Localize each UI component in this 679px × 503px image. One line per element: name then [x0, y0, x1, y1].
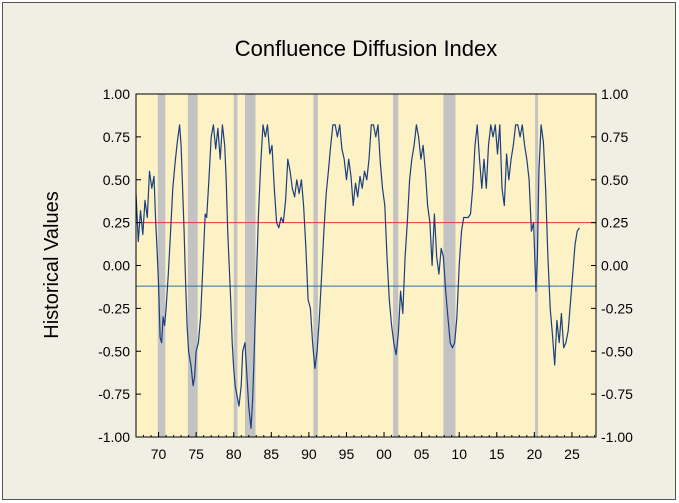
recession-band: [187, 94, 198, 437]
y-tick-label-left: 0.00: [103, 258, 130, 274]
x-tick-label: 95: [339, 446, 355, 462]
x-tick-label: 15: [489, 446, 505, 462]
x-tick-label: 10: [451, 446, 467, 462]
reference-lines: [136, 222, 596, 287]
y-tick-label-right: 1.00: [601, 86, 628, 102]
y-tick-label-right: -1.00: [601, 429, 633, 445]
x-tick-label: 25: [564, 446, 580, 462]
chart-title: Confluence Diffusion Index: [235, 36, 498, 61]
y-tick-label-right: 0.25: [601, 215, 628, 231]
series-line: [135, 124, 580, 429]
y-tick-label-left: 1.00: [103, 86, 130, 102]
recession-band: [313, 94, 318, 437]
y-tick-label-left: 0.25: [103, 215, 130, 231]
recession-band: [443, 94, 456, 437]
recession-band: [233, 94, 238, 437]
axis-ticks: 1.00 1.00 0.75 0.75 0.50 0.50 0.25 0.25 0.00 0.00…: [98, 86, 633, 462]
plot-area: [136, 94, 596, 437]
y-tick-label-right: 0.75: [601, 129, 628, 145]
y-tick-label-right: -0.50: [601, 343, 633, 359]
recession-band: [244, 94, 256, 437]
y-axis-label: Historical Values: [41, 191, 63, 338]
x-tick-label: 00: [376, 446, 392, 462]
x-tick-label: 05: [414, 446, 430, 462]
recession-band: [157, 94, 166, 437]
y-tick-label-right: 0.00: [601, 258, 628, 274]
recession-bands: [157, 94, 539, 437]
x-tick-label: 70: [151, 446, 167, 462]
x-tick-label: 75: [188, 446, 204, 462]
y-tick-label-left: -0.50: [98, 343, 130, 359]
y-tick-label-right: -0.75: [601, 386, 633, 402]
recession-band: [393, 94, 399, 437]
y-tick-label-right: -0.25: [601, 300, 633, 316]
x-tick-label: 90: [301, 446, 317, 462]
y-tick-label-left: -0.25: [98, 300, 130, 316]
y-tick-label-right: 0.50: [601, 172, 628, 188]
x-tick-label: 80: [226, 446, 242, 462]
y-tick-label-left: 0.50: [103, 172, 130, 188]
y-tick-label-left: -0.75: [98, 386, 130, 402]
x-tick-label: 20: [527, 446, 543, 462]
x-tick-label: 85: [264, 446, 280, 462]
y-tick-label-left: -1.00: [98, 429, 130, 445]
y-tick-label-left: 0.75: [103, 129, 130, 145]
series-layer: [135, 124, 580, 429]
